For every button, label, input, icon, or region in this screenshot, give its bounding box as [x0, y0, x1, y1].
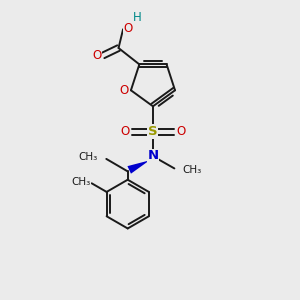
Text: CH₃: CH₃	[79, 152, 98, 162]
Text: CH₃: CH₃	[183, 165, 202, 175]
Text: O: O	[120, 84, 129, 97]
Polygon shape	[128, 160, 149, 174]
Text: O: O	[92, 49, 101, 62]
Text: N: N	[147, 149, 158, 162]
Text: O: O	[176, 125, 185, 138]
Text: S: S	[148, 125, 158, 138]
Text: CH₃: CH₃	[71, 177, 90, 187]
Text: O: O	[120, 125, 130, 138]
Text: O: O	[124, 22, 133, 34]
Text: H: H	[133, 11, 141, 24]
